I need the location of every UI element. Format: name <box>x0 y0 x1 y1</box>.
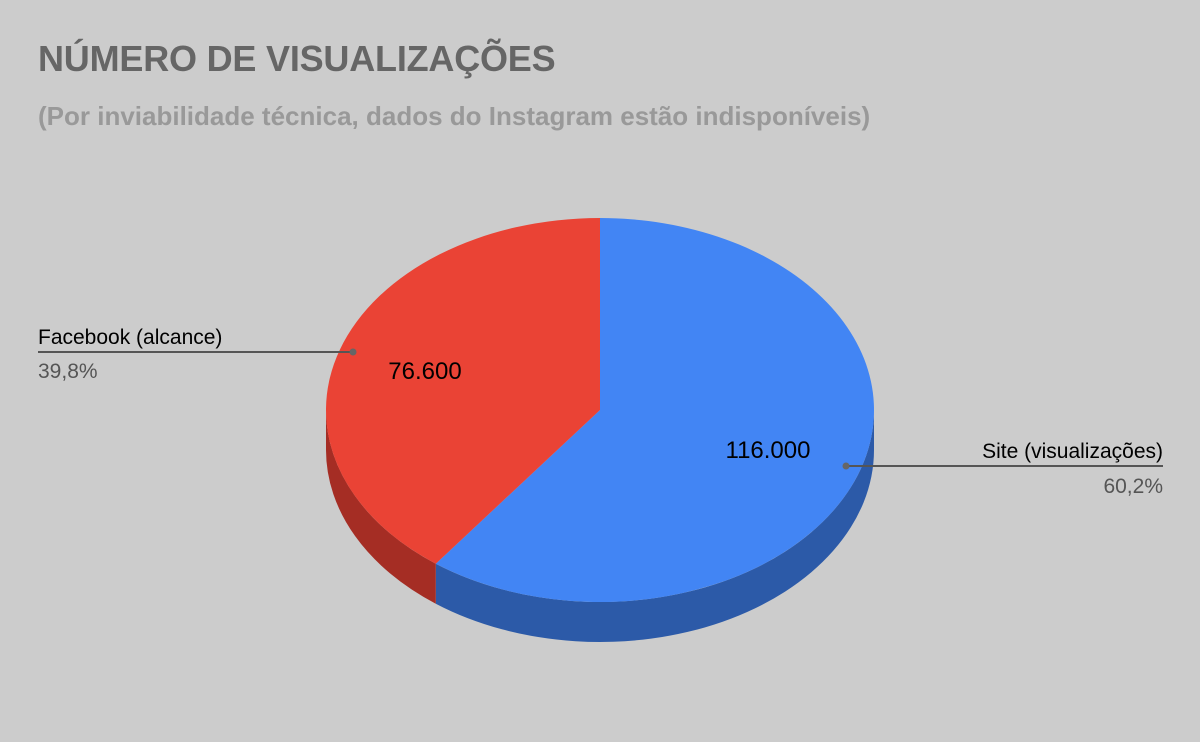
chart-subtitle: (Por inviabilidade técnica, dados do Ins… <box>38 101 871 131</box>
callout-dot-facebook <box>349 348 357 356</box>
callout-facebook: Facebook (alcance) 39,8% <box>38 326 357 383</box>
legend-percent-site: 60,2% <box>1103 475 1163 498</box>
pie-side-site <box>435 410 874 642</box>
chart-title: NÚMERO DE VISUALIZAÇÕES <box>38 38 556 79</box>
pie-slices <box>326 218 874 642</box>
pie-side-facebook <box>326 410 436 604</box>
legend-percent-facebook: 39,8% <box>38 360 98 383</box>
slice-value-label-site: 116.000 <box>726 437 811 464</box>
callout-dot-site <box>842 462 850 470</box>
slice-value-label-facebook: 76.600 <box>388 358 461 385</box>
pie-slice-site <box>435 218 874 603</box>
pie-slice-facebook <box>326 218 600 564</box>
callout-site: Site (visualizações) 60,2% <box>842 440 1163 498</box>
legend-label-site: Site (visualizações) <box>982 440 1163 463</box>
legend-label-facebook: Facebook (alcance) <box>38 326 222 349</box>
